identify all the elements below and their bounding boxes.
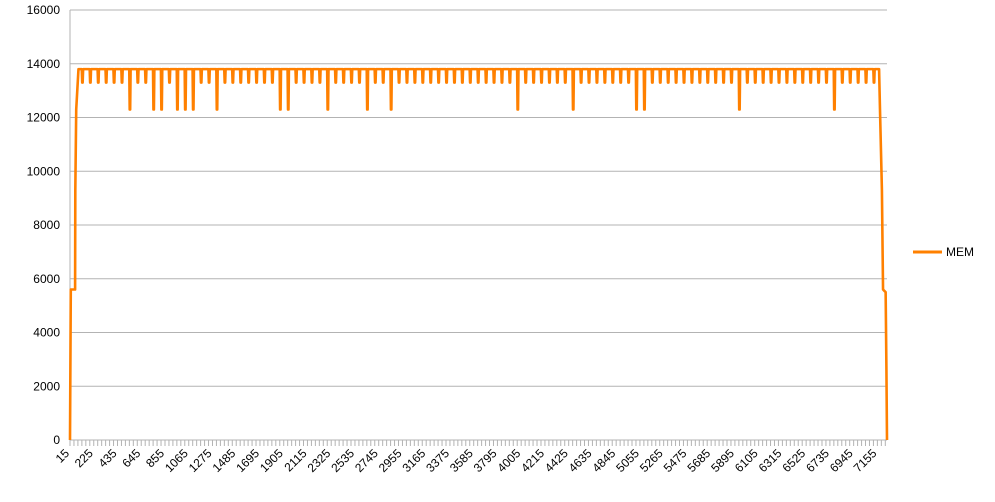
series-line-mem xyxy=(68,67,889,441)
legend: MEM xyxy=(913,245,974,259)
y-tick-label: 16000 xyxy=(27,3,61,17)
y-tick-label: 4000 xyxy=(33,326,60,340)
gridlines xyxy=(69,9,887,441)
y-tick-label: 8000 xyxy=(33,218,60,232)
series-group xyxy=(68,67,889,441)
y-tick-label: 14000 xyxy=(27,57,61,71)
legend-label-mem: MEM xyxy=(946,245,974,259)
y-tick-label: 0 xyxy=(53,433,60,447)
y-tick-label: 6000 xyxy=(33,272,60,286)
y-axis-tick-labels: 0 2000 4000 6000 8000 10000 12000 14000 16000 xyxy=(27,3,61,447)
y-tick-label: 10000 xyxy=(27,164,61,178)
y-tick-label: 12000 xyxy=(27,111,61,125)
y-tick-label: 2000 xyxy=(33,379,60,393)
